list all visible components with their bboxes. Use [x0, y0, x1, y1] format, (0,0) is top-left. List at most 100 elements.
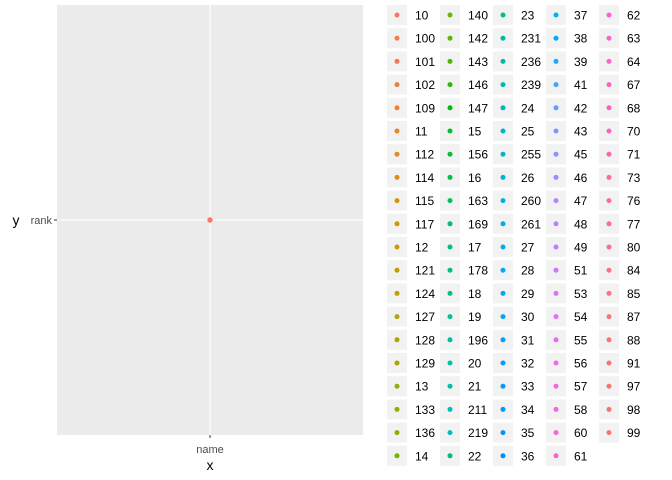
legend-swatch [606, 290, 612, 296]
legend-swatch [394, 221, 400, 227]
legend-label: 231 [521, 32, 541, 46]
legend-label: 101 [415, 55, 435, 69]
legend-swatch [447, 105, 453, 111]
legend-label: 47 [574, 194, 588, 208]
legend-label: 115 [415, 194, 434, 208]
legend-swatch [394, 105, 400, 111]
legend-swatch [606, 105, 612, 111]
legend-label: 33 [521, 380, 535, 394]
legend-label: 147 [468, 101, 488, 115]
legend-swatch [394, 82, 400, 88]
legend: 1010010110210911112114115117121211241271… [387, 5, 641, 466]
legend-label: 11 [415, 125, 428, 139]
legend-label: 18 [468, 287, 482, 301]
legend-swatch [500, 35, 506, 41]
legend-swatch [394, 360, 400, 366]
legend-label: 25 [521, 125, 535, 139]
legend-label: 15 [468, 125, 482, 139]
legend-label: 26 [521, 171, 535, 185]
legend-label: 63 [627, 32, 641, 46]
legend-swatch [606, 314, 612, 320]
legend-swatch [394, 151, 400, 157]
legend-swatch [500, 128, 506, 134]
legend-label: 109 [415, 101, 435, 115]
legend-label: 49 [574, 241, 588, 255]
legend-swatch [447, 360, 453, 366]
legend-label: 16 [468, 171, 482, 185]
legend-label: 48 [574, 217, 588, 231]
legend-label: 37 [574, 9, 588, 23]
legend-label: 24 [521, 101, 535, 115]
legend-swatch [447, 267, 453, 273]
legend-label: 156 [468, 148, 488, 162]
legend-swatch [500, 198, 506, 204]
legend-label: 21 [468, 380, 482, 394]
legend-label: 143 [468, 55, 488, 69]
legend-swatch [500, 244, 506, 250]
legend-swatch [553, 174, 559, 180]
legend-label: 42 [574, 101, 588, 115]
legend-label: 76 [627, 194, 641, 208]
legend-swatch [500, 430, 506, 436]
y-tick-label: rank [31, 215, 53, 227]
legend-label: 127 [415, 310, 435, 324]
legend-label: 41 [574, 78, 588, 92]
legend-label: 98 [627, 403, 641, 417]
legend-label: 29 [521, 287, 535, 301]
legend-swatch [606, 383, 612, 389]
legend-swatch [500, 58, 506, 64]
legend-label: 30 [521, 310, 535, 324]
legend-swatch [447, 58, 453, 64]
legend-label: 19 [468, 310, 482, 324]
legend-label: 128 [415, 333, 435, 347]
legend-label: 124 [415, 287, 435, 301]
legend-swatch [606, 406, 612, 412]
legend-swatch [553, 314, 559, 320]
legend-swatch [500, 314, 506, 320]
legend-label: 31 [521, 333, 535, 347]
legend-swatch [500, 383, 506, 389]
legend-swatch [394, 198, 400, 204]
legend-label: 14 [415, 449, 429, 463]
legend-label: 70 [627, 125, 641, 139]
legend-swatch [447, 198, 453, 204]
legend-swatch [394, 406, 400, 412]
legend-label: 260 [521, 194, 541, 208]
legend-label: 34 [521, 403, 535, 417]
legend-swatch [447, 82, 453, 88]
legend-swatch [606, 221, 612, 227]
legend-swatch [500, 12, 506, 18]
legend-swatch [553, 290, 559, 296]
legend-label: 51 [574, 264, 588, 278]
legend-swatch [394, 35, 400, 41]
legend-swatch [606, 174, 612, 180]
legend-swatch [500, 151, 506, 157]
x-axis-title: x [207, 457, 214, 473]
legend-swatch [553, 128, 559, 134]
legend-label: 102 [415, 78, 435, 92]
legend-swatch [394, 174, 400, 180]
legend-swatch [447, 174, 453, 180]
axes: name rank [31, 215, 224, 456]
legend-swatch [606, 82, 612, 88]
legend-label: 64 [627, 55, 641, 69]
legend-label: 84 [627, 264, 641, 278]
legend-label: 32 [521, 357, 535, 371]
legend-swatch [394, 58, 400, 64]
legend-label: 12 [415, 241, 429, 255]
legend-label: 60 [574, 426, 588, 440]
legend-label: 56 [574, 357, 588, 371]
legend-swatch [447, 430, 453, 436]
legend-swatch [394, 383, 400, 389]
legend-label: 121 [415, 264, 435, 278]
legend-swatch [447, 406, 453, 412]
legend-swatch [553, 244, 559, 250]
legend-label: 91 [627, 357, 641, 371]
legend-swatch [553, 360, 559, 366]
legend-swatch [447, 35, 453, 41]
legend-swatch [447, 337, 453, 343]
legend-label: 58 [574, 403, 588, 417]
legend-swatch [500, 337, 506, 343]
legend-label: 112 [415, 148, 434, 162]
